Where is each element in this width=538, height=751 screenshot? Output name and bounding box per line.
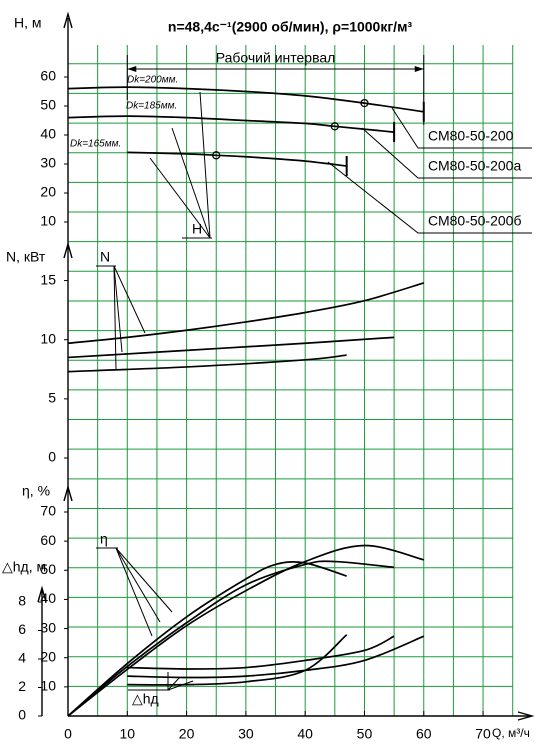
x-tick-label: 20 [179,726,195,742]
diameter-label: Dk=185мм. [126,101,177,112]
axes [37,11,535,721]
leader-line [199,91,211,239]
leader-line [391,107,532,149]
axis-arrow [63,241,73,259]
y-tick-label: 40 [40,126,56,142]
x-tick-label: 10 [120,726,136,742]
y-tick-label: 30 [40,619,56,635]
arrow-head [127,66,137,72]
leader-line [361,127,532,179]
y-tick-label: 20 [40,184,56,200]
leader-line [113,265,117,371]
y-tick-label: 15 [40,271,56,287]
series-label: СМ80-50-200а [428,158,521,174]
curve [67,354,347,373]
y-tick-label: 8 [18,593,26,609]
chart-title: n=48,4с⁻¹(2900 об/мин), ρ=1000кг/м³ [168,19,413,35]
leader-line [115,547,161,623]
axis-arrow [63,11,73,29]
arrow-head [414,66,424,72]
y-tick-label: 4 [18,650,26,666]
series-label: СМ80-50-200б [428,213,521,229]
y-tick-label: 10 [40,213,56,229]
annotation: η [100,531,108,547]
diameter-label: Dk=165мм. [70,139,121,150]
curve [127,634,348,686]
leader-line [149,157,211,239]
leader-line [113,265,146,334]
y-tick-label: 10 [40,678,56,694]
curve [67,282,425,345]
axis-arrow [63,484,73,502]
y-axis-label: N, кВт [6,249,46,265]
y-tick-label: 50 [40,561,56,577]
curve [127,635,395,670]
nominal-point [360,98,369,108]
leader-line [167,676,181,691]
curve [67,560,395,717]
x-tick-label: 60 [416,726,432,742]
y-axis-label: △hд, м [2,559,46,575]
x-axis-label: Q, м³/ч [492,726,530,740]
nominal-point [330,122,339,131]
diameter-label: Dk=200мм. [127,75,178,86]
y-tick-label: 50 [40,97,56,113]
y-tick-label: 20 [40,648,56,664]
leader-line [167,680,194,691]
series-label: СМ80-50-200 [428,128,514,144]
y-tick-label: 5 [48,390,56,406]
axis-arrow [37,585,47,603]
y-tick-label: 10 [40,330,56,346]
y-tick-label: 6 [18,621,26,637]
y-tick-label: 40 [40,590,56,606]
annotation: H [192,221,202,237]
x-tick-label: 0 [64,726,72,742]
annotation: △hд [132,691,159,707]
curve [127,151,347,167]
y-tick-label: 60 [40,532,56,548]
x-tick-label: 50 [357,726,373,742]
y-tick-label: 60 [40,68,56,84]
leader-line [115,547,173,613]
annotation: N [100,249,110,265]
curve [67,115,395,133]
y-tick-label: 0 [18,707,26,723]
y-tick-label: 30 [40,155,56,171]
x-tick-label: 40 [297,726,313,742]
leader-line [115,547,153,637]
curve [127,635,425,679]
y-tick-label: 70 [40,503,56,519]
interval-label: Рабочий интервал [216,50,336,66]
grid [68,45,514,716]
leader-line [327,161,532,234]
nominal-point [212,151,221,160]
curve [67,336,395,359]
y-tick-label: 0 [48,449,56,465]
x-tick-label: 30 [238,726,254,742]
curve [67,544,424,717]
y-tick-label: 2 [18,678,26,694]
y-axis-label: H, м [14,15,42,31]
leader-line [113,265,123,353]
axis-arrow [517,711,535,721]
curve [67,561,347,717]
x-tick-label: 70 [475,726,491,742]
leader-line [171,127,211,239]
y-axis-label: η, % [22,483,50,499]
